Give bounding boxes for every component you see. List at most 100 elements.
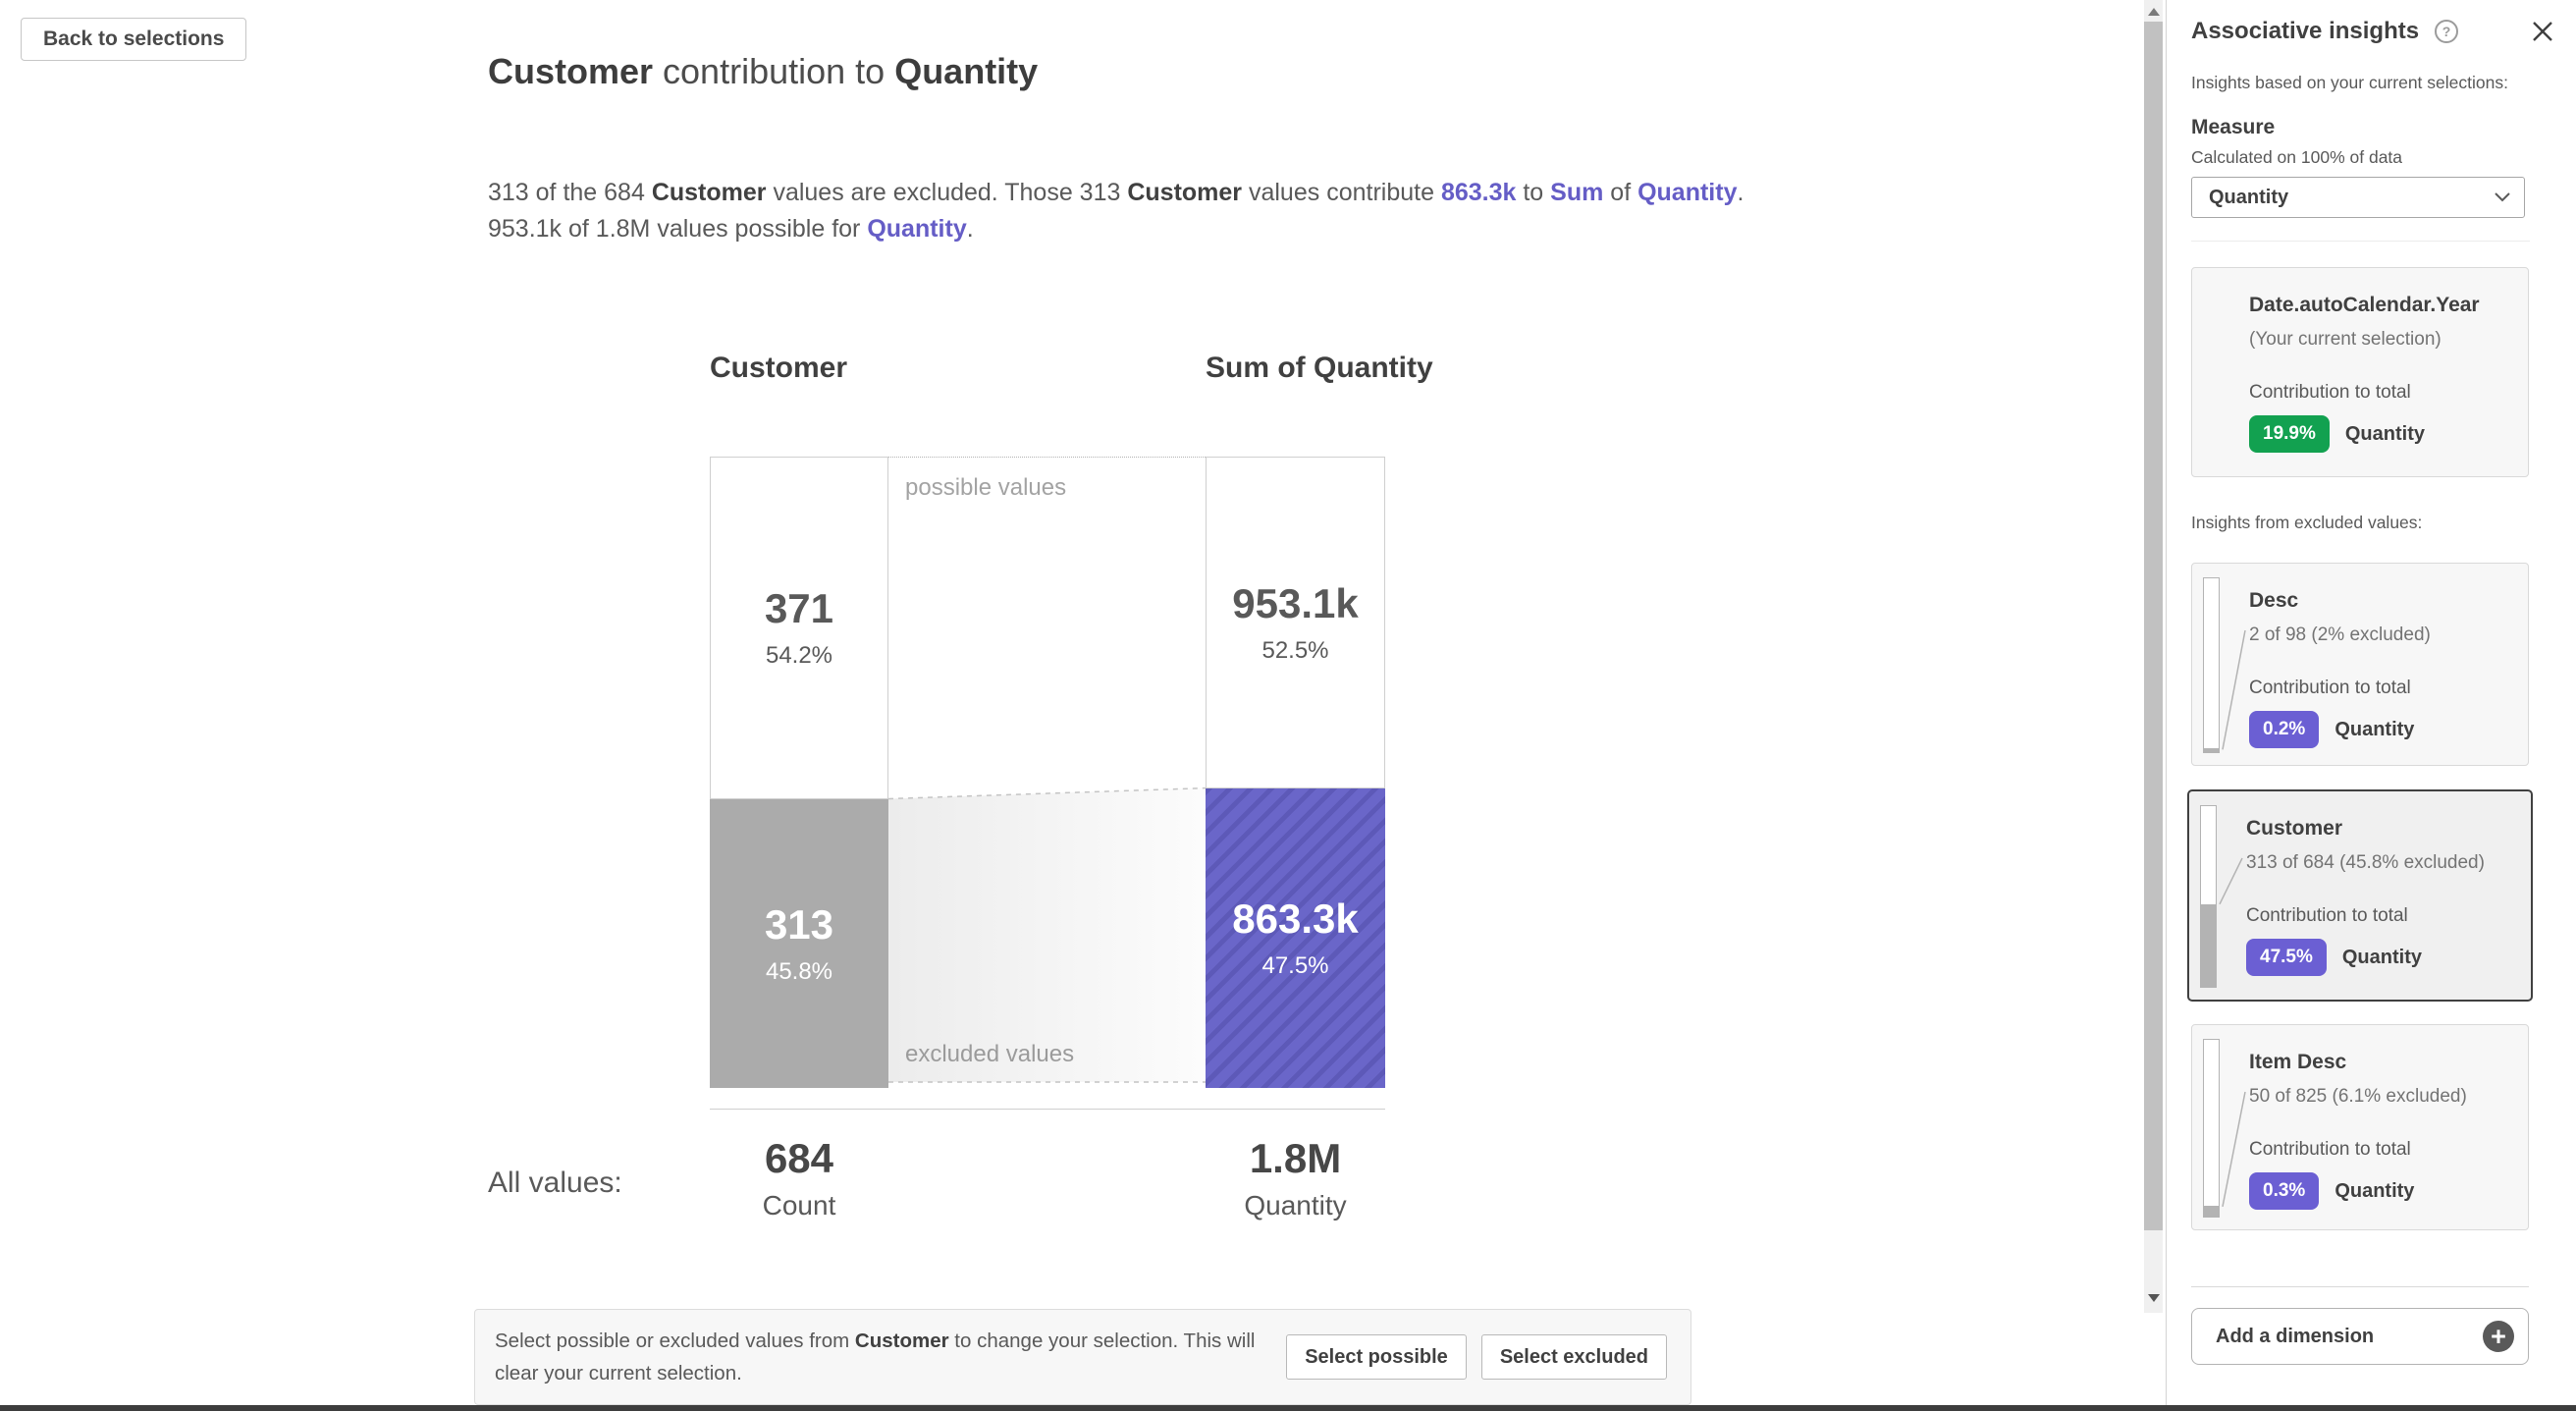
text-segment: values contribute [1242,179,1441,206]
panel-subtitle: Insights based on your current selection… [2191,73,2508,92]
excluded-minibar [2200,805,2217,988]
customer-total-label: Count [762,1190,836,1221]
card-contribution-label: Contribution to total [2249,678,2411,698]
card-badge-row: 19.9% Quantity [2249,415,2425,453]
customer-possible-pct: 54.2% [765,642,833,670]
main-scrollbar[interactable] [2144,0,2163,1313]
chart-baseline-rule [710,1109,1385,1110]
plus-icon: + [2483,1321,2514,1352]
quantity-excluded-value: 863.3k [1232,895,1359,943]
panel-bottom-divider [2191,1286,2529,1287]
main-scrollbar-down-arrow[interactable] [2144,1290,2163,1306]
panel-header: Associative insights ? [2191,18,2556,45]
chart-header-customer: Customer [710,352,848,384]
text-segment: Customer [651,179,767,206]
customer-excluded-value: 313 [764,900,834,948]
background-app-edge [0,1405,2576,1411]
card-contribution-label: Contribution to total [2246,905,2408,926]
card-note: 313 of 684 (45.8% excluded) [2246,852,2485,873]
excluded-insights-label: Insights from excluded values: [2191,513,2423,532]
selection-banner-message: Select possible or excluded values from … [495,1325,1271,1389]
quantity-total-value: 1.8M [1249,1135,1342,1181]
text-segment: 313 of the 684 [488,179,652,206]
badge-measure-name: Quantity [2341,946,2422,968]
measure-dropdown[interactable]: Quantity [2191,177,2525,218]
card-note: (Your current selection) [2249,329,2442,350]
excluded-minibar [2203,577,2220,753]
inline-link[interactable]: Sum [1550,179,1604,206]
associative-insights-panel: Associative insights ? Insights based on… [2167,0,2576,1405]
contribution-badge: 19.9% [2249,415,2330,453]
excluded-minibar-fill [2204,1206,2219,1217]
quantity-possible-value: 953.1k [1232,579,1359,626]
card-title: Item Desc [2249,1051,2347,1073]
chevron-down-icon [2495,192,2510,202]
excluded-minibar-fill [2204,748,2219,752]
card-badge-row: 0.2% Quantity [2249,711,2414,748]
customer-excluded-pct: 45.8% [765,957,833,985]
quantity-excluded-bar[interactable]: 863.3k 47.5% [1206,787,1385,1088]
card-badge-row: 0.3% Quantity [2249,1172,2414,1210]
contribution-badge: 0.2% [2249,711,2320,748]
selection-banner: Select possible or excluded values from … [474,1309,1691,1405]
inline-link[interactable]: 863.3k [1440,179,1517,206]
page-title: Customer contribution to Quantity [488,51,1038,92]
badge-measure-name: Quantity [2334,718,2415,740]
triangle-down-icon [2147,1294,2160,1302]
main-content: Back to selections Customer contribution… [21,0,2163,1405]
help-icon[interactable]: ? [2435,20,2459,43]
quantity-possible-bar[interactable]: 953.1k 52.5% [1206,457,1385,788]
possible-top-dotted-line [888,457,1206,458]
customer-possible-bar[interactable]: 371 54.2% [710,457,888,799]
insight-card-desc[interactable]: Desc 2 of 98 (2% excluded) Contribution … [2191,563,2529,766]
quantity-possible-pct: 52.5% [1261,636,1329,664]
panel-divider-line [2166,0,2167,1405]
text-segment: Customer [854,1330,949,1352]
add-dimension-button[interactable]: Add a dimension + [2191,1308,2529,1365]
customer-total: 684 Count [710,1135,888,1221]
all-values-label: All values: [488,1167,622,1199]
insight-card-item-desc[interactable]: Item Desc 50 of 825 (6.1% excluded) Cont… [2191,1024,2529,1230]
inline-link[interactable]: Quantity [867,215,967,243]
inline-link[interactable]: Quantity [1637,179,1738,206]
text-segment: contribution to [653,51,895,91]
customer-possible-value: 371 [764,585,834,632]
contribution-badge: 0.3% [2249,1172,2320,1210]
excluded-connector-band [888,787,1206,1083]
contribution-badge: 47.5% [2246,939,2327,976]
card-title: Desc [2249,589,2299,612]
triangle-up-icon [2147,8,2160,16]
quantity-total: 1.8M Quantity [1206,1135,1385,1221]
excluded-minibar-fill [2201,903,2216,987]
text-segment: . [966,215,974,243]
main-scrollbar-thumb[interactable] [2144,22,2163,1230]
measure-dropdown-value: Quantity [2209,186,2289,208]
card-contribution-label: Contribution to total [2249,1139,2411,1160]
card-contribution-label: Contribution to total [2249,382,2411,403]
insight-card-current-selection[interactable]: Date.autoCalendar.Year (Your current sel… [2191,267,2529,477]
text-segment: values are excluded. Those 313 [766,179,1128,206]
text-segment: Select possible or excluded values from [495,1330,855,1352]
panel-title: Associative insights [2191,18,2420,44]
text-segment: to change your selection. This will clea… [495,1330,1256,1384]
excluded-values-label: excluded values [905,1041,1075,1067]
card-note: 2 of 98 (2% excluded) [2249,624,2431,645]
text-segment: to [1516,179,1551,206]
select-excluded-button[interactable]: Select excluded [1480,1334,1667,1380]
chart-plot-area: possible values excluded values 371 54.2… [710,457,1385,1088]
chart-header-sum-of-quantity: Sum of Quantity [1206,352,1433,384]
insight-card-customer[interactable]: Customer 313 of 684 (45.8% excluded) Con… [2187,789,2533,1002]
add-dimension-label: Add a dimension [2216,1325,2375,1347]
close-icon[interactable] [2531,20,2554,43]
customer-excluded-bar[interactable]: 313 45.8% [710,798,888,1088]
text-segment: . 953.1k of 1.8M values possible for [488,179,1744,243]
card-title: Date.autoCalendar.Year [2249,294,2480,316]
text-segment: Customer [488,51,654,91]
possible-values-label: possible values [905,474,1067,501]
description-text: 313 of the 684 Customer values are exclu… [488,175,1774,247]
back-to-selections-button[interactable]: Back to selections [21,18,247,61]
select-possible-button[interactable]: Select possible [1286,1334,1467,1380]
main-scrollbar-up-arrow[interactable] [2144,4,2163,20]
measure-label: Measure [2191,116,2276,138]
